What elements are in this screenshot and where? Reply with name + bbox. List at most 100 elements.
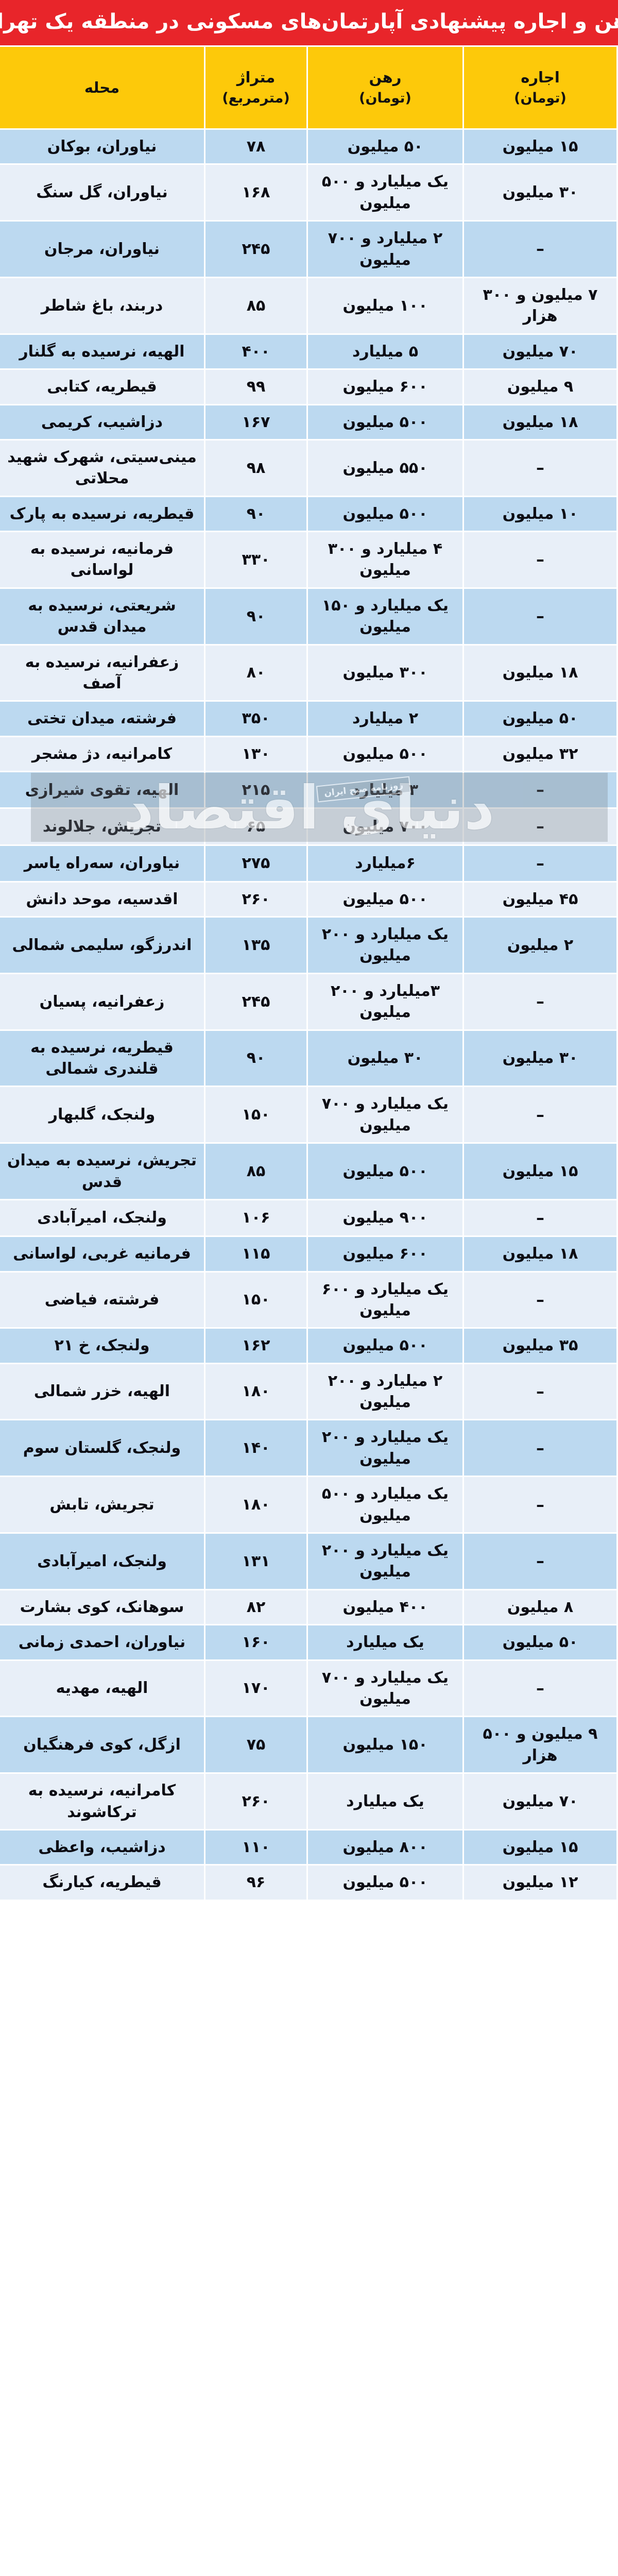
- column-header-rahn: رهن (تومان): [308, 47, 462, 128]
- table-row: ۱۰ میلیون ۵۰۰ میلیون ۹۰ قیطریه، نرسیده به پ…: [0, 497, 616, 531]
- cell-metraj: ۱۶۸: [205, 165, 306, 221]
- cell-metraj: ۲۶۰: [205, 1774, 306, 1829]
- cell-metraj: ۱۳۰: [205, 737, 306, 771]
- cell-metraj: ۱۳۵: [205, 918, 306, 973]
- cell-ejare: –: [464, 1660, 616, 1716]
- table-row: ۱۸ میلیون ۶۰۰ میلیون ۱۱۵ فرمانیه غربی، لواس…: [0, 1237, 616, 1271]
- cell-rahn: ۴ میلیارد و ۳۰۰ میلیون: [308, 532, 462, 587]
- cell-rahn: ۵۰۰ میلیون: [308, 497, 462, 531]
- cell-metraj: ۸۰: [205, 645, 306, 701]
- cell-mahale: قیطریه، نرسیده به قلندری شمالی: [0, 1030, 204, 1086]
- cell-rahn: ۲ میلیارد و ۷۰۰ میلیون: [308, 222, 462, 277]
- cell-rahn: یک میلیارد: [308, 1625, 462, 1659]
- column-header-rahn-label: رهن: [369, 69, 402, 87]
- column-header-ejare-label: اجاره: [521, 69, 560, 87]
- cell-metraj: ۹۹: [205, 370, 306, 404]
- cell-metraj: ۹۸: [205, 440, 306, 496]
- column-header-ejare: اجاره (تومان): [464, 47, 616, 128]
- table-row: ۸ میلیون ۴۰۰ میلیون ۸۲ سوهانک، کوی بشارت: [0, 1590, 616, 1624]
- table-row: ۱۸ میلیون ۵۰۰ میلیون ۱۶۷ دزاشیب، کریمی: [0, 405, 616, 439]
- cell-rahn: ۳۰۰ میلیون: [308, 645, 462, 701]
- cell-ejare: –: [464, 1477, 616, 1533]
- cell-mahale: دزاشیب، واعظی: [0, 1830, 204, 1865]
- column-header-mahale: محله: [0, 47, 204, 128]
- cell-metraj: ۸۲: [205, 1590, 306, 1624]
- cell-metraj: ۱۱۰: [205, 1830, 306, 1865]
- cell-mahale: نیاوران، احمدی زمانی: [0, 1625, 204, 1659]
- cell-metraj: ۹۰: [205, 1030, 306, 1086]
- cell-metraj: ۲۱۵: [205, 772, 306, 808]
- table-row: ۹ میلیون و ۵۰۰ هزار ۱۵۰ میلیون ۷۵ ازگل، کوی…: [0, 1717, 616, 1773]
- cell-ejare: –: [464, 532, 616, 587]
- cell-ejare: ۱۰ میلیون: [464, 497, 616, 531]
- cell-mahale: ولنجک، امیرآبادی: [0, 1200, 204, 1236]
- cell-rahn: یک میلیارد و ۶۰۰ میلیون: [308, 1272, 462, 1328]
- cell-ejare: ۳۰ میلیون: [464, 165, 616, 221]
- cell-ejare: ۹ میلیون: [464, 370, 616, 404]
- cell-mahale: شریعتی، نرسیده به میدان قدس: [0, 588, 204, 644]
- cell-mahale: دربند، باغ شاطر: [0, 278, 204, 333]
- table-row: – یک میلیارد و ۶۰۰ میلیون ۱۵۰ فرشته، فیاضی: [0, 1272, 616, 1328]
- cell-mahale: کامرانیه، دژ مشجر: [0, 737, 204, 771]
- table-row: –۲ میلیارد و ۷۰۰ میلیون ۲۴۵ نیاوران، مرجان: [0, 222, 616, 277]
- cell-ejare: –: [464, 1087, 616, 1143]
- cell-rahn: ۵۰۰ میلیون: [308, 1329, 462, 1363]
- cell-metraj: ۱۸۰: [205, 1364, 306, 1419]
- cell-rahn: ۸۰۰ میلیون: [308, 1830, 462, 1865]
- table-header-row: اجاره (تومان) رهن (تومان) متراژ (مترمربع…: [0, 47, 616, 128]
- cell-mahale: ولنجک، امیرآبادی: [0, 1534, 204, 1589]
- table-body: ۱۵ میلیون ۵۰ میلیون ۷۸ نیاوران، بوکان ۳۰ میل…: [0, 130, 616, 1900]
- cell-rahn: ۵ میلیارد: [308, 334, 462, 369]
- cell-mahale: نیاوران، بوکان: [0, 130, 204, 164]
- cell-ejare: –: [464, 809, 616, 844]
- column-header-mahale-label: محله: [84, 78, 120, 96]
- cell-mahale: الهیه، تقوی شیرازی: [0, 772, 204, 808]
- cell-metraj: ۲۶۰: [205, 882, 306, 917]
- cell-mahale: تجریش، نرسیده به میدان قدس: [0, 1144, 204, 1199]
- table-row: ۱۵ میلیون ۵۰۰ میلیون ۸۵ تجریش، نرسیده به می…: [0, 1144, 616, 1199]
- cell-ejare: –: [464, 222, 616, 277]
- cell-mahale: اقدسیه، موحد دانش: [0, 882, 204, 917]
- cell-mahale: قیطریه، کیارنگ: [0, 1866, 204, 1900]
- table-row: ۹ میلیون ۶۰۰ میلیون ۹۹ قیطریه، کتابی: [0, 370, 616, 404]
- cell-metraj: ۹۰: [205, 588, 306, 644]
- cell-mahale: ولنجک، گلبهار: [0, 1087, 204, 1143]
- cell-rahn: یک میلیارد و ۱۵۰ میلیون: [308, 588, 462, 644]
- table-row: ۵۰ میلیون ۲ میلیارد ۳۵۰ فرشته، میدان تختی: [0, 702, 616, 736]
- cell-metraj: ۱۰۶: [205, 1200, 306, 1236]
- cell-metraj: ۱۶۷: [205, 405, 306, 439]
- cell-rahn: ۶۰۰ میلیون: [308, 370, 462, 404]
- cell-mahale: تجریش، تابش: [0, 1477, 204, 1533]
- cell-mahale: سوهانک، کوی بشارت: [0, 1590, 204, 1624]
- table-row: ۷۰ میلیون ۵ میلیارد ۴۰۰ الهیه، نرسیده به گل…: [0, 334, 616, 369]
- table-row: ۳۰ میلیون ۳۰ میلیون ۹۰ قیطریه، نرسیده به قل…: [0, 1030, 616, 1086]
- table-row: – یک میلیارد و ۵۰۰ میلیون ۱۸۰ تجریش، تابش: [0, 1477, 616, 1533]
- cell-metraj: ۱۴۰: [205, 1420, 306, 1476]
- cell-mahale: الهیه، خزر شمالی: [0, 1364, 204, 1419]
- table-row: ۴۵ میلیون ۵۰۰ میلیون ۲۶۰ اقدسیه، موحد دانش: [0, 882, 616, 917]
- cell-metraj: ۱۶۰: [205, 1625, 306, 1659]
- cell-mahale: ولنجک، گلستان سوم: [0, 1420, 204, 1476]
- table-row: ۳۵ میلیون ۵۰۰ میلیون ۱۶۲ ولنجک، خ ۲۱: [0, 1329, 616, 1363]
- cell-rahn: ۳ میلیارد: [308, 772, 462, 808]
- cell-metraj: ۷۵: [205, 1717, 306, 1773]
- cell-ejare: –: [464, 588, 616, 644]
- page-title: رهن و اجاره پیشنهادی آپارتمان‌های مسکونی…: [0, 10, 618, 33]
- cell-rahn: ۵۰۰ میلیون: [308, 1144, 462, 1199]
- cell-mahale: نیاوران، سه‌راه یاسر: [0, 845, 204, 881]
- cell-rahn: ۲ میلیارد: [308, 702, 462, 736]
- cell-rahn: یک میلیارد: [308, 1774, 462, 1829]
- cell-ejare: –: [464, 440, 616, 496]
- cell-rahn: یک میلیارد و ۷۰۰ میلیون: [308, 1087, 462, 1143]
- cell-ejare: ۱۸ میلیون: [464, 405, 616, 439]
- cell-rahn: ۳۰ میلیون: [308, 1030, 462, 1086]
- table-row: –۳ میلیارد ۲۱۵ الهیه، تقوی شیرازی: [0, 772, 616, 808]
- table-row: – یک میلیارد و ۲۰۰ میلیون ۱۴۰ ولنجک، گلستان…: [0, 1420, 616, 1476]
- cell-mahale: الهیه، مهدیه: [0, 1660, 204, 1716]
- cell-rahn: ۵۵۰ میلیون: [308, 440, 462, 496]
- table-row: – یک میلیارد و ۱۵۰ میلیون ۹۰ شریعتی، نرسیده…: [0, 588, 616, 644]
- cell-ejare: ۵۰ میلیون: [464, 1625, 616, 1659]
- table-row: ۳۲ میلیون ۵۰۰ میلیون ۱۳۰ کامرانیه، دژ مشجر: [0, 737, 616, 771]
- cell-metraj: ۸۵: [205, 278, 306, 333]
- cell-ejare: ۱۵ میلیون: [464, 130, 616, 164]
